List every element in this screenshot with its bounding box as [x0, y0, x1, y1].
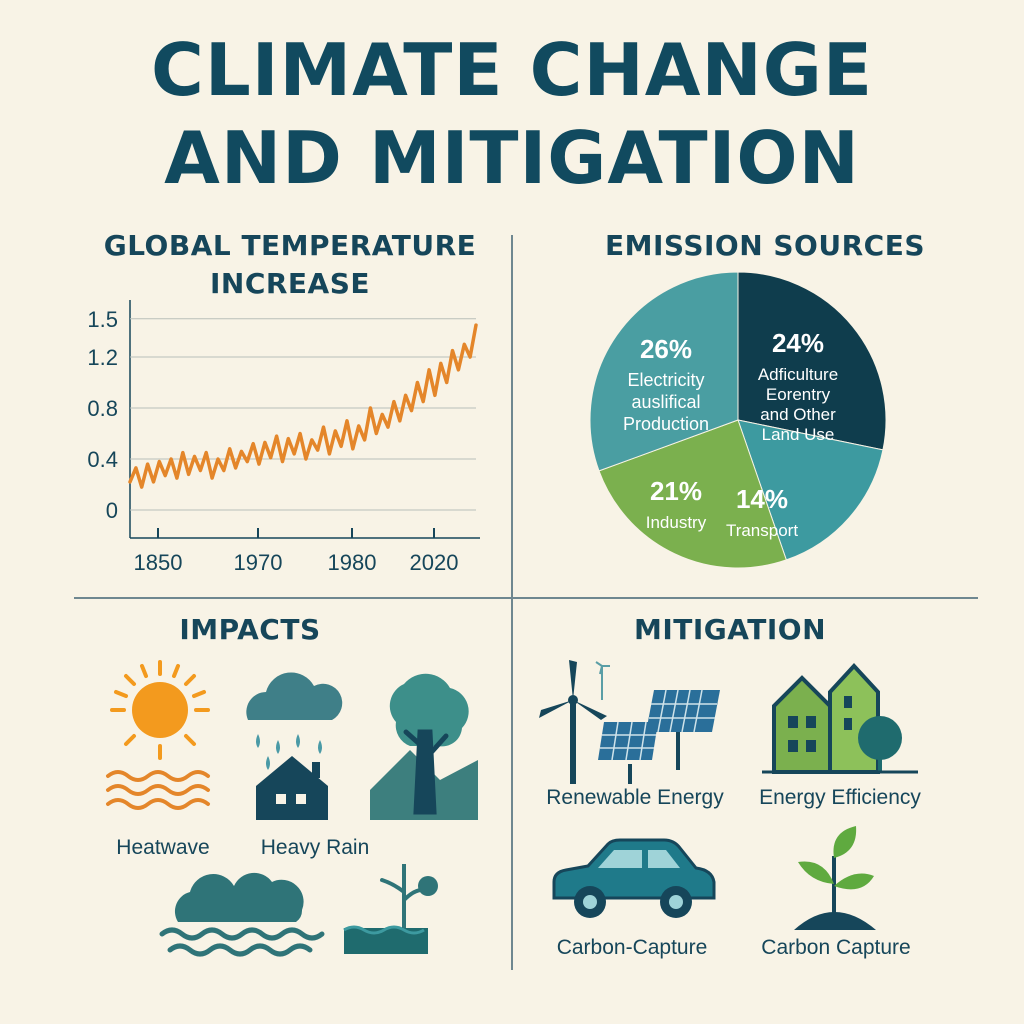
main-title-line-1: CLIMATE CHANGE	[150, 28, 873, 112]
dead-plant-icon	[343, 864, 438, 954]
pie-category-label: and Other	[760, 405, 836, 424]
pie-percent-label: 24%	[772, 328, 824, 358]
horizontal-divider	[74, 597, 978, 599]
vertical-divider	[511, 235, 513, 970]
pie-slice	[737, 271, 887, 451]
pie-category-label: auslifical	[631, 392, 700, 412]
pie-category-label: Eorentry	[766, 385, 831, 404]
green-buildings-icon	[762, 663, 918, 774]
pie-category-label: Adficulture	[758, 365, 838, 384]
pie-percent-label: 21%	[650, 476, 702, 506]
impact-label-heavy-rain: Heavy Rain	[260, 836, 370, 859]
pie-slice	[590, 271, 739, 472]
drought-tree-icon	[370, 673, 478, 820]
pie-category-label: Industry	[646, 513, 707, 532]
pie-category-label: Transport	[726, 521, 798, 540]
sun-heatwave-icon	[106, 660, 210, 810]
y-tick-label: 0.4	[87, 447, 118, 472]
pie-percent-label: 14%	[736, 484, 788, 514]
car-icon	[552, 838, 716, 918]
sprout-icon	[794, 826, 876, 930]
y-tick-label: 1.5	[87, 307, 118, 332]
y-tick-label: 1.2	[87, 345, 118, 370]
mitigation-label-energy-efficiency: Energy Efficiency	[759, 786, 921, 809]
pie-slice	[737, 419, 884, 561]
temperature-line-chart: 1.5 1.2 0.8 0.4 0 1850 1970 1980 2020	[87, 300, 480, 575]
pie-category-label: Electricity	[627, 370, 704, 390]
pie-slice	[598, 419, 787, 569]
temperature-title-line-2: INCREASE	[209, 267, 371, 300]
emissions-title: EMISSION SOURCES	[605, 229, 925, 262]
mitigation-label-renewable-energy: Renewable Energy	[546, 786, 724, 809]
y-tick-label: 0	[106, 498, 118, 523]
temperature-title-line-1: GLOBAL TEMPERATURE	[103, 229, 477, 262]
mitigation-label-carbon-capture-1: Carbon-Capture	[556, 936, 708, 959]
temperature-series-line	[128, 323, 478, 489]
pie-category-label: Land Use	[762, 425, 835, 444]
pie-percent-label: 26%	[640, 334, 692, 364]
x-tick-label: 2020	[410, 550, 459, 575]
mitigation-label-carbon-capture-2: Carbon Capture	[761, 936, 911, 959]
y-tick-label: 0.8	[87, 396, 118, 421]
pie-category-label: Production	[623, 414, 709, 434]
flood-cloud-icon	[159, 872, 325, 957]
impact-label-heatwave: Heatwave	[116, 836, 210, 859]
impacts-title: IMPACTS	[179, 613, 321, 646]
x-tick-label: 1980	[328, 550, 377, 575]
wind-solar-icon	[539, 660, 720, 784]
mitigation-title: MITIGATION	[633, 613, 827, 646]
main-title-line-2: AND MITIGATION	[164, 116, 860, 200]
x-tick-label: 1850	[134, 550, 183, 575]
rain-house-icon	[246, 672, 343, 820]
x-tick-label: 1970	[234, 550, 283, 575]
